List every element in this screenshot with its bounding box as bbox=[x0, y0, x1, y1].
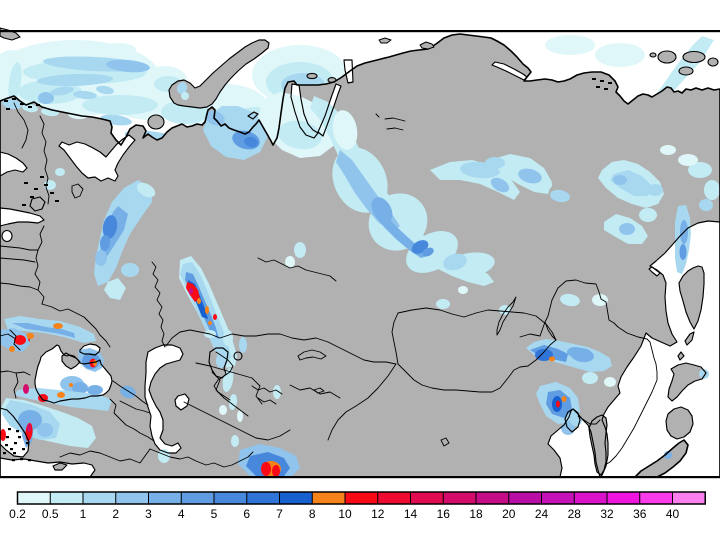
svg-text:10: 10 bbox=[338, 507, 352, 521]
svg-text:24: 24 bbox=[535, 507, 549, 521]
svg-text:1: 1 bbox=[80, 507, 87, 521]
svg-text:2: 2 bbox=[112, 507, 119, 521]
svg-text:5: 5 bbox=[211, 507, 218, 521]
svg-text:12: 12 bbox=[371, 507, 385, 521]
svg-text:14: 14 bbox=[404, 507, 418, 521]
svg-text:32: 32 bbox=[600, 507, 614, 521]
svg-text:28: 28 bbox=[568, 507, 582, 521]
svg-text:20: 20 bbox=[502, 507, 516, 521]
svg-text:8: 8 bbox=[309, 507, 316, 521]
svg-text:3: 3 bbox=[145, 507, 152, 521]
svg-text:16: 16 bbox=[437, 507, 451, 521]
svg-text:0.5: 0.5 bbox=[42, 507, 59, 521]
svg-text:36: 36 bbox=[633, 507, 647, 521]
svg-text:6: 6 bbox=[243, 507, 250, 521]
svg-text:40: 40 bbox=[666, 507, 680, 521]
svg-text:4: 4 bbox=[178, 507, 185, 521]
svg-text:18: 18 bbox=[469, 507, 483, 521]
svg-text:0.2: 0.2 bbox=[9, 507, 26, 521]
svg-text:7: 7 bbox=[276, 507, 283, 521]
